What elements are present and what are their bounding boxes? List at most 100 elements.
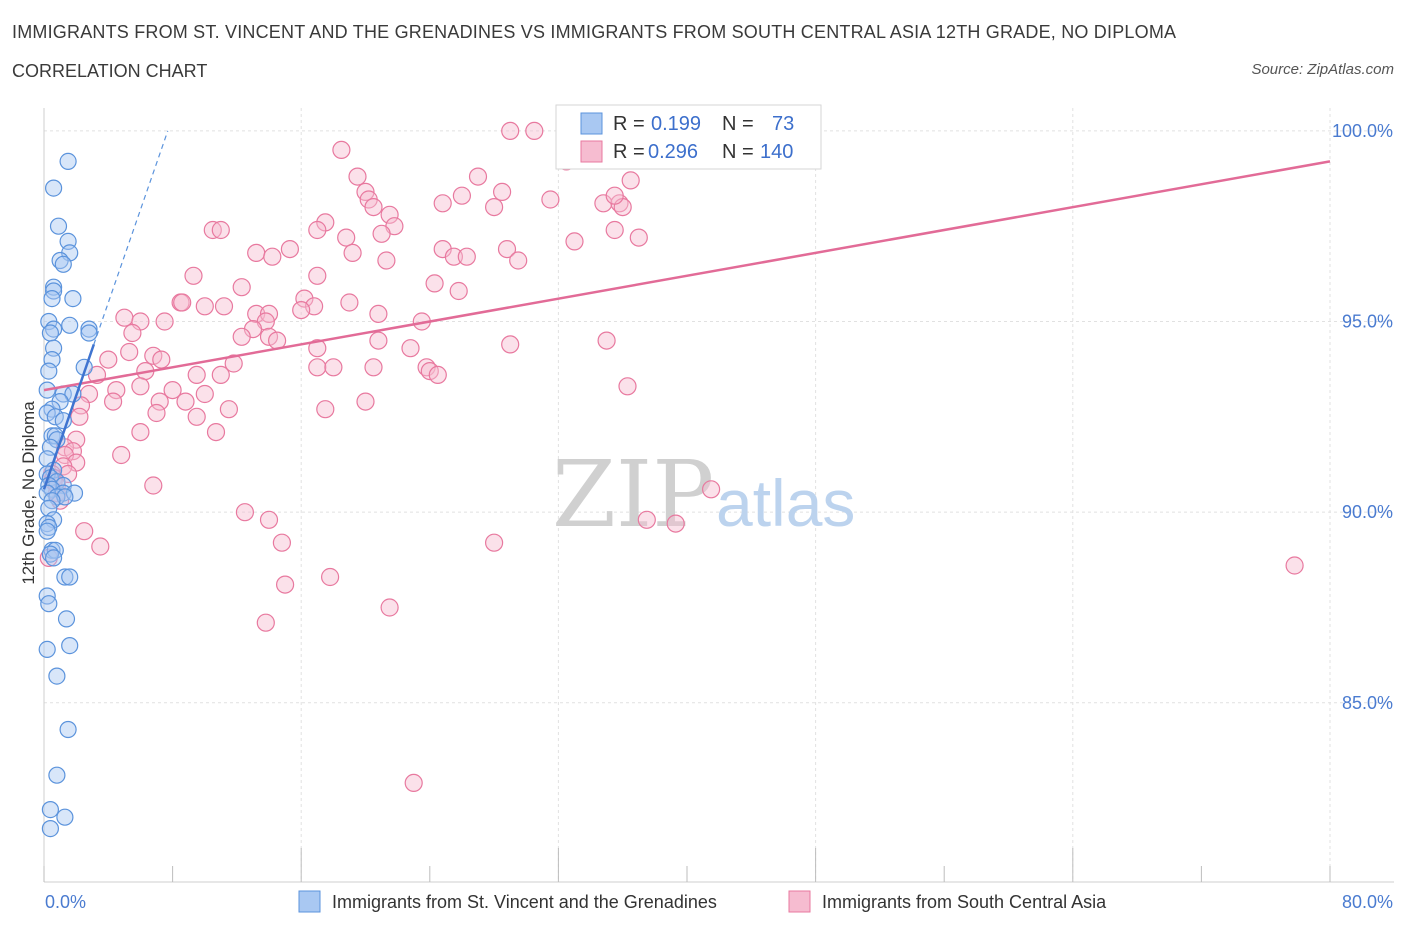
pink-point-70	[501, 335, 520, 354]
pink-point-50	[195, 297, 214, 316]
pink-point-117	[701, 480, 721, 499]
stats-r-value-blue: 0.199	[651, 113, 701, 135]
x-tick-label-0: 0.0%	[45, 892, 86, 912]
pink-point-42	[232, 278, 251, 297]
stats-n-label-blue: N =	[722, 113, 754, 135]
blue-point-15	[80, 324, 98, 342]
blue-point-57	[61, 568, 79, 586]
watermark-zip: ZIP	[552, 441, 714, 548]
pink-point-37	[457, 247, 476, 266]
source-label: Source: ZipAtlas.com	[1251, 61, 1394, 78]
pink-point-31	[247, 243, 266, 262]
pink-point-24	[308, 220, 327, 240]
blue-point-1	[44, 179, 63, 197]
pink-point-134	[404, 773, 423, 793]
pink-point-62	[123, 323, 142, 343]
chart-subtitle: CORRELATION CHART	[12, 61, 208, 81]
pink-point-40	[184, 266, 203, 285]
blue-point-67	[56, 808, 74, 826]
stats-r-label-blue: R =	[613, 113, 645, 135]
stats-n-label-pink: N =	[722, 141, 754, 163]
pink-point-38	[377, 251, 396, 270]
pink-point-125	[272, 533, 291, 552]
pink-point-127	[91, 537, 110, 556]
blue-trend-line	[42, 343, 96, 490]
stats-r-label-pink: R =	[613, 141, 645, 163]
stats-r-value-pink: 0.296	[648, 141, 698, 163]
pink-point-121	[259, 510, 279, 529]
pink-point-43	[425, 274, 444, 293]
pink-point-35	[263, 247, 282, 266]
blue-point-61	[61, 636, 79, 655]
pink-point-15	[364, 198, 383, 217]
blue-point-56	[56, 568, 74, 586]
pink-point-56	[115, 308, 134, 327]
pink-point-88	[107, 381, 126, 400]
pink-point-30	[280, 240, 299, 259]
blue-series-points	[38, 152, 98, 838]
blue-point-2	[49, 217, 68, 235]
pink-point-63	[232, 327, 251, 346]
pink-point-36	[444, 247, 463, 266]
series-legend-label-blue: Immigrants from St. Vincent and the Gren…	[332, 892, 717, 912]
pink-point-132	[380, 598, 399, 617]
pink-point-130	[321, 567, 340, 587]
pink-point-92	[176, 392, 195, 411]
pink-point-17	[380, 205, 399, 224]
pink-point-19	[605, 186, 624, 205]
blue-point-16	[41, 324, 60, 342]
blue-point-9	[64, 290, 82, 308]
pink-point-25	[372, 224, 391, 243]
pink-point-23	[211, 220, 230, 240]
pink-point-78	[324, 358, 343, 377]
pink-point-29	[565, 232, 584, 251]
y-tick-labels: 85.0% 90.0% 95.0% 100.0%	[1332, 121, 1393, 713]
pink-point-75	[224, 354, 243, 373]
pink-point-93	[103, 392, 123, 411]
pink-point-108	[112, 445, 131, 465]
pink-point-47	[295, 289, 314, 308]
pink-point-96	[219, 400, 238, 419]
pink-point-46	[173, 293, 192, 312]
pink-point-76	[308, 358, 327, 377]
pink-point-10	[452, 186, 471, 205]
pink-point-73	[99, 350, 118, 369]
pink-point-123	[666, 514, 685, 533]
blue-point-14	[80, 320, 98, 338]
pink-point-69	[401, 339, 420, 358]
pink-point-54	[292, 301, 311, 320]
pink-point-26	[605, 220, 624, 240]
pink-point-32	[343, 243, 362, 262]
pink-point-89	[163, 381, 182, 400]
y-axis-title: 12th Grade, No Diploma	[19, 401, 38, 585]
blue-point-68	[41, 819, 60, 838]
pink-point-120	[235, 503, 254, 522]
pink-point-66	[597, 331, 616, 350]
pink-point-27	[629, 228, 648, 247]
pink-point-124	[75, 522, 94, 541]
pink-point-65	[369, 331, 388, 350]
pink-point-98	[356, 392, 375, 411]
pink-point-131	[276, 575, 295, 594]
pink-point-18	[485, 198, 504, 217]
blue-point-0	[59, 152, 77, 170]
y-tick-label-2: 95.0%	[1342, 312, 1393, 332]
pink-point-97	[316, 400, 335, 419]
blue-point-45	[56, 488, 74, 506]
pink-point-87	[618, 377, 637, 396]
x-tick-label-1: 80.0%	[1342, 892, 1393, 912]
pink-point-103	[206, 423, 226, 442]
pink-point-83	[187, 365, 206, 384]
blue-point-65	[48, 766, 66, 784]
pink-trend-line	[43, 160, 1331, 392]
pink-point-49	[340, 293, 359, 312]
pink-point-71	[120, 342, 139, 362]
blue-point-63	[48, 667, 66, 685]
series-legend-swatch-pink	[788, 890, 811, 913]
stats-n-value-blue: 73	[772, 113, 794, 135]
trend-lines	[42, 130, 1331, 490]
pink-point-79	[364, 358, 383, 377]
pink-point-86	[131, 377, 150, 396]
pink-point-51	[214, 297, 234, 316]
pink-point-58	[155, 312, 174, 331]
